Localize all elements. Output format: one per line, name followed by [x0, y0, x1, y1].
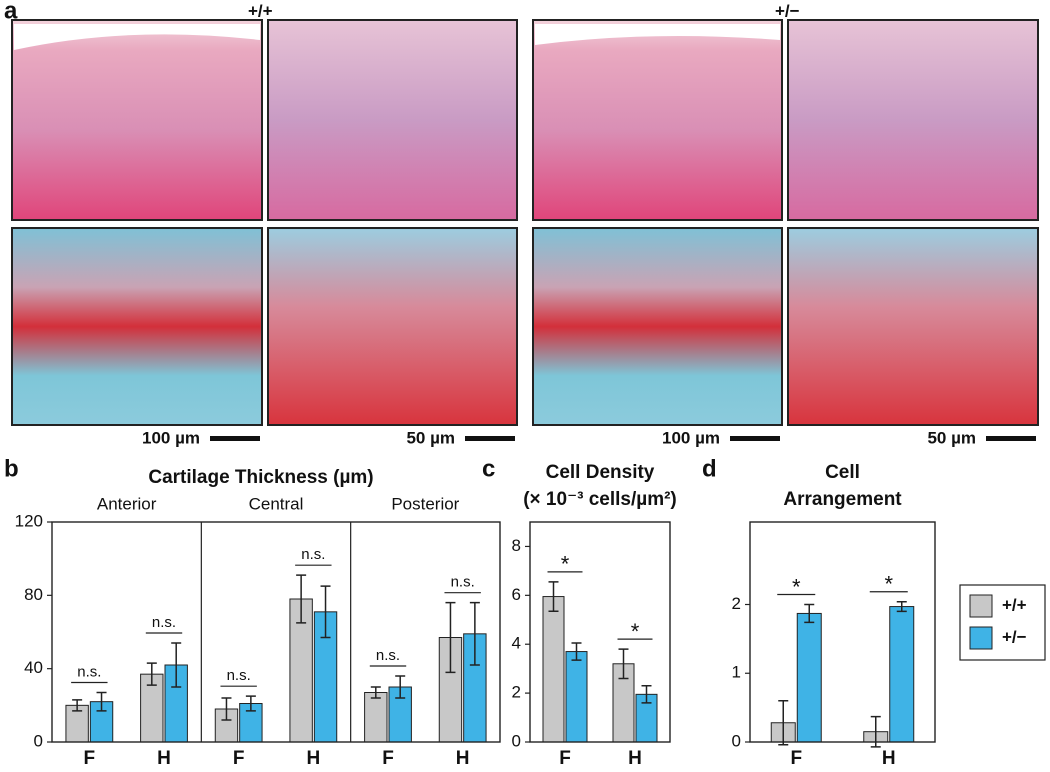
- image: [11, 19, 263, 221]
- annotation: n.s.: [227, 667, 251, 684]
- annotation: n.s.: [376, 647, 400, 664]
- annotation: *: [884, 572, 893, 597]
- y-tick-label: 0: [512, 731, 521, 750]
- y-tick-label: 2: [732, 594, 741, 613]
- y-tick-label: 0: [732, 731, 741, 750]
- chart-title: Cell Density: [546, 462, 655, 483]
- image-gap: [14, 24, 260, 50]
- error-bar: [804, 603, 815, 624]
- error-bar: [571, 642, 582, 661]
- x-tick-label: H: [157, 748, 171, 769]
- error-bar: [221, 697, 232, 721]
- chart-title: Cartilage Thickness (µm): [148, 467, 373, 488]
- chart-title: (× 10⁻³ cells/µm²): [523, 489, 677, 510]
- error-bar: [641, 685, 652, 704]
- x-tick-label: F: [559, 748, 571, 769]
- genotype-label: +/+: [248, 1, 273, 20]
- error-bar: [778, 700, 789, 746]
- scale-label: 50 µm: [927, 428, 976, 447]
- y-tick-label: 1: [732, 663, 741, 682]
- scale-label: 100 µm: [662, 428, 720, 447]
- panel-label: b: [4, 455, 19, 482]
- group-label: Central: [249, 494, 304, 513]
- legend-label: +/−: [1002, 627, 1027, 646]
- panel-label: d: [702, 455, 717, 482]
- annotation: *: [631, 619, 640, 644]
- y-tick-label: 8: [512, 536, 521, 555]
- y-tick-label: 4: [512, 634, 521, 653]
- bar: [889, 606, 915, 743]
- error-bar: [296, 574, 307, 624]
- scale-bar: [210, 436, 260, 441]
- y-tick-label: 40: [24, 658, 43, 677]
- error-bar: [320, 585, 331, 639]
- error-bar: [245, 695, 256, 712]
- image: [787, 19, 1039, 221]
- error-bar: [370, 686, 381, 699]
- error-bar: [548, 581, 559, 612]
- x-tick-label: H: [306, 748, 320, 769]
- annotation: n.s.: [152, 614, 176, 631]
- error-bar: [171, 642, 182, 688]
- y-tick-label: 120: [15, 511, 43, 530]
- x-tick-label: H: [456, 748, 470, 769]
- annotation: *: [561, 552, 570, 577]
- error-bar: [395, 675, 406, 699]
- image: [267, 19, 518, 221]
- error-bar: [72, 699, 83, 712]
- image: [532, 227, 783, 426]
- y-tick-label: 6: [512, 585, 521, 604]
- error-bar: [96, 691, 107, 712]
- error-bar: [445, 601, 456, 674]
- panel-label: c: [482, 455, 495, 482]
- error-bar: [469, 601, 480, 666]
- legend-label: +/+: [1002, 595, 1027, 614]
- image-gap: [535, 24, 780, 45]
- annotation: *: [792, 574, 801, 599]
- scale-bar: [986, 436, 1036, 441]
- plot-frame: [529, 521, 671, 743]
- x-tick-label: F: [382, 748, 394, 769]
- bar: [542, 596, 565, 743]
- image: [267, 227, 518, 426]
- bar: [565, 651, 588, 743]
- bar: [796, 612, 822, 743]
- annotation: n.s.: [77, 663, 101, 680]
- legend-swatch: [969, 594, 993, 618]
- chart-title: Arrangement: [783, 489, 902, 510]
- group-label: Anterior: [97, 494, 157, 513]
- error-bar: [618, 648, 629, 680]
- image: [532, 19, 783, 221]
- x-tick-label: H: [628, 748, 642, 769]
- x-tick-label: F: [790, 748, 802, 769]
- scale-bars: [210, 436, 1036, 441]
- legend-swatch: [969, 626, 993, 650]
- bar: [364, 692, 388, 743]
- histology-images: [11, 19, 1039, 426]
- plot-frame: [749, 521, 936, 743]
- error-bar: [146, 662, 157, 686]
- scale-bar: [465, 436, 515, 441]
- group-label: Posterior: [391, 494, 459, 513]
- scale-bar: [730, 436, 780, 441]
- x-tick-label: F: [84, 748, 96, 769]
- x-tick-label: H: [882, 748, 896, 769]
- y-tick-label: 0: [34, 731, 43, 750]
- image: [11, 227, 263, 426]
- error-bar: [896, 601, 907, 613]
- y-tick-label: 80: [24, 585, 43, 604]
- chart-title: Cell: [825, 462, 860, 483]
- panel-label: a: [4, 0, 18, 24]
- scale-label: 50 µm: [406, 428, 455, 447]
- annotation: n.s.: [451, 574, 475, 591]
- x-tick-label: F: [233, 748, 245, 769]
- image: [787, 227, 1039, 426]
- genotype-label: +/−: [775, 1, 800, 20]
- y-tick-label: 2: [512, 683, 521, 702]
- plot-frame: [51, 521, 501, 743]
- scale-label: 100 µm: [142, 428, 200, 447]
- annotation: n.s.: [301, 546, 325, 563]
